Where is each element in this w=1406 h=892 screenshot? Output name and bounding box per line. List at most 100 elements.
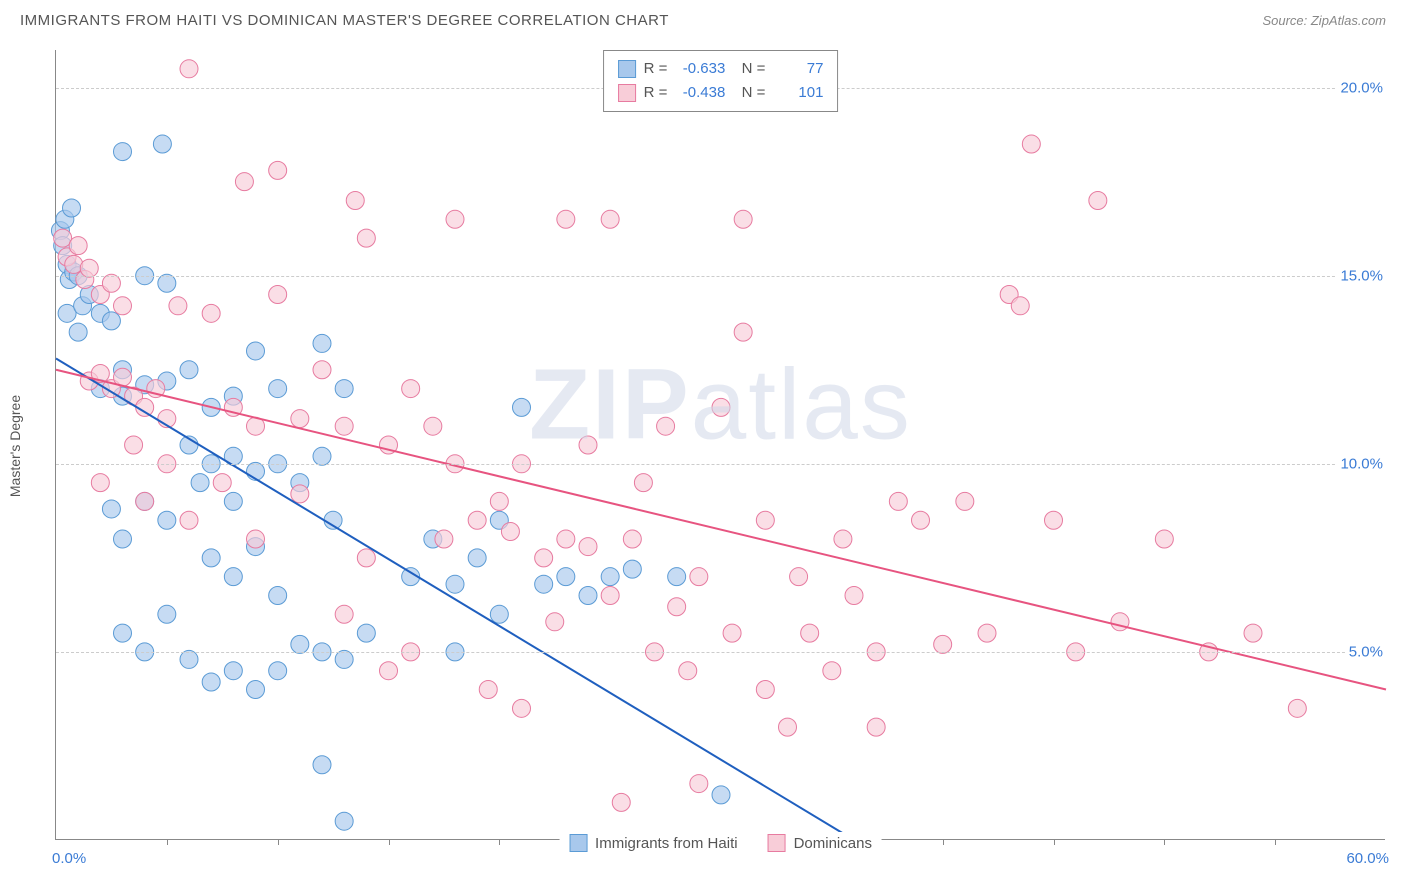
data-point	[153, 135, 171, 153]
data-point	[247, 530, 265, 548]
data-point	[978, 624, 996, 642]
data-point	[490, 605, 508, 623]
data-point	[513, 398, 531, 416]
data-point	[579, 538, 597, 556]
data-point	[834, 530, 852, 548]
gridline	[56, 276, 1385, 277]
data-point	[269, 586, 287, 604]
data-point	[557, 568, 575, 586]
legend-row-dominican: R = -0.438 N = 101	[618, 81, 824, 105]
chart-svg	[56, 50, 1385, 839]
ytick-label: 20.0%	[1336, 79, 1387, 96]
data-point	[668, 598, 686, 616]
data-point	[601, 568, 619, 586]
data-point	[180, 650, 198, 668]
data-point	[224, 492, 242, 510]
data-point	[380, 662, 398, 680]
data-point	[158, 511, 176, 529]
data-point	[91, 474, 109, 492]
data-point	[114, 530, 132, 548]
data-point	[335, 605, 353, 623]
swatch-dominican	[618, 84, 636, 102]
xtick-mark	[943, 839, 944, 845]
data-point	[435, 530, 453, 548]
data-point	[291, 635, 309, 653]
data-point	[102, 500, 120, 518]
data-point	[357, 549, 375, 567]
data-point	[1045, 511, 1063, 529]
data-point	[357, 229, 375, 247]
data-point	[756, 511, 774, 529]
haiti-n-value: 77	[773, 57, 823, 81]
data-point	[313, 447, 331, 465]
chart-header: IMMIGRANTS FROM HAITI VS DOMINICAN MASTE…	[0, 0, 1406, 40]
data-point	[114, 143, 132, 161]
data-point	[601, 210, 619, 228]
data-point	[424, 417, 442, 435]
xtick-mark	[1275, 839, 1276, 845]
data-point	[213, 474, 231, 492]
data-point	[313, 361, 331, 379]
data-point	[1155, 530, 1173, 548]
xtick-0: 0.0%	[52, 850, 86, 867]
data-point	[723, 624, 741, 642]
data-point	[690, 568, 708, 586]
data-point	[180, 60, 198, 78]
data-point	[102, 274, 120, 292]
gridline	[56, 652, 1385, 653]
data-point	[446, 210, 464, 228]
data-point	[579, 436, 597, 454]
xtick-mark	[1164, 839, 1165, 845]
data-point	[756, 681, 774, 699]
data-point	[601, 586, 619, 604]
data-point	[623, 530, 641, 548]
data-point	[956, 492, 974, 510]
data-point	[202, 304, 220, 322]
data-point	[235, 173, 253, 191]
data-point	[1244, 624, 1262, 642]
data-point	[889, 492, 907, 510]
data-point	[247, 342, 265, 360]
data-point	[468, 549, 486, 567]
data-point	[934, 635, 952, 653]
data-point	[247, 681, 265, 699]
data-point	[180, 361, 198, 379]
data-point	[468, 511, 486, 529]
data-point	[357, 624, 375, 642]
data-point	[712, 398, 730, 416]
data-point	[224, 568, 242, 586]
data-point	[69, 323, 87, 341]
data-point	[557, 210, 575, 228]
data-point	[80, 259, 98, 277]
data-point	[657, 417, 675, 435]
data-point	[114, 624, 132, 642]
data-point	[513, 699, 531, 717]
data-point	[402, 380, 420, 398]
data-point	[180, 511, 198, 529]
data-point	[1022, 135, 1040, 153]
data-point	[63, 199, 81, 217]
data-point	[291, 410, 309, 428]
data-point	[690, 775, 708, 793]
data-point	[65, 255, 83, 273]
ytick-label: 10.0%	[1336, 455, 1387, 472]
data-point	[490, 492, 508, 510]
data-point	[779, 718, 797, 736]
data-point	[102, 312, 120, 330]
data-point	[69, 237, 87, 255]
data-point	[634, 474, 652, 492]
data-point	[823, 662, 841, 680]
legend-stats: R = -0.633 N = 77 R = -0.438 N = 101	[603, 50, 839, 112]
data-point	[479, 681, 497, 699]
data-point	[335, 417, 353, 435]
data-point	[546, 613, 564, 631]
gridline	[56, 464, 1385, 465]
plot-area: ZIPatlas R = -0.633 N = 77 R = -0.438 N …	[55, 50, 1385, 840]
data-point	[790, 568, 808, 586]
data-point	[1288, 699, 1306, 717]
data-point	[202, 673, 220, 691]
data-point	[346, 191, 364, 209]
data-point	[158, 605, 176, 623]
data-point	[335, 650, 353, 668]
swatch-dominican-icon	[768, 834, 786, 852]
